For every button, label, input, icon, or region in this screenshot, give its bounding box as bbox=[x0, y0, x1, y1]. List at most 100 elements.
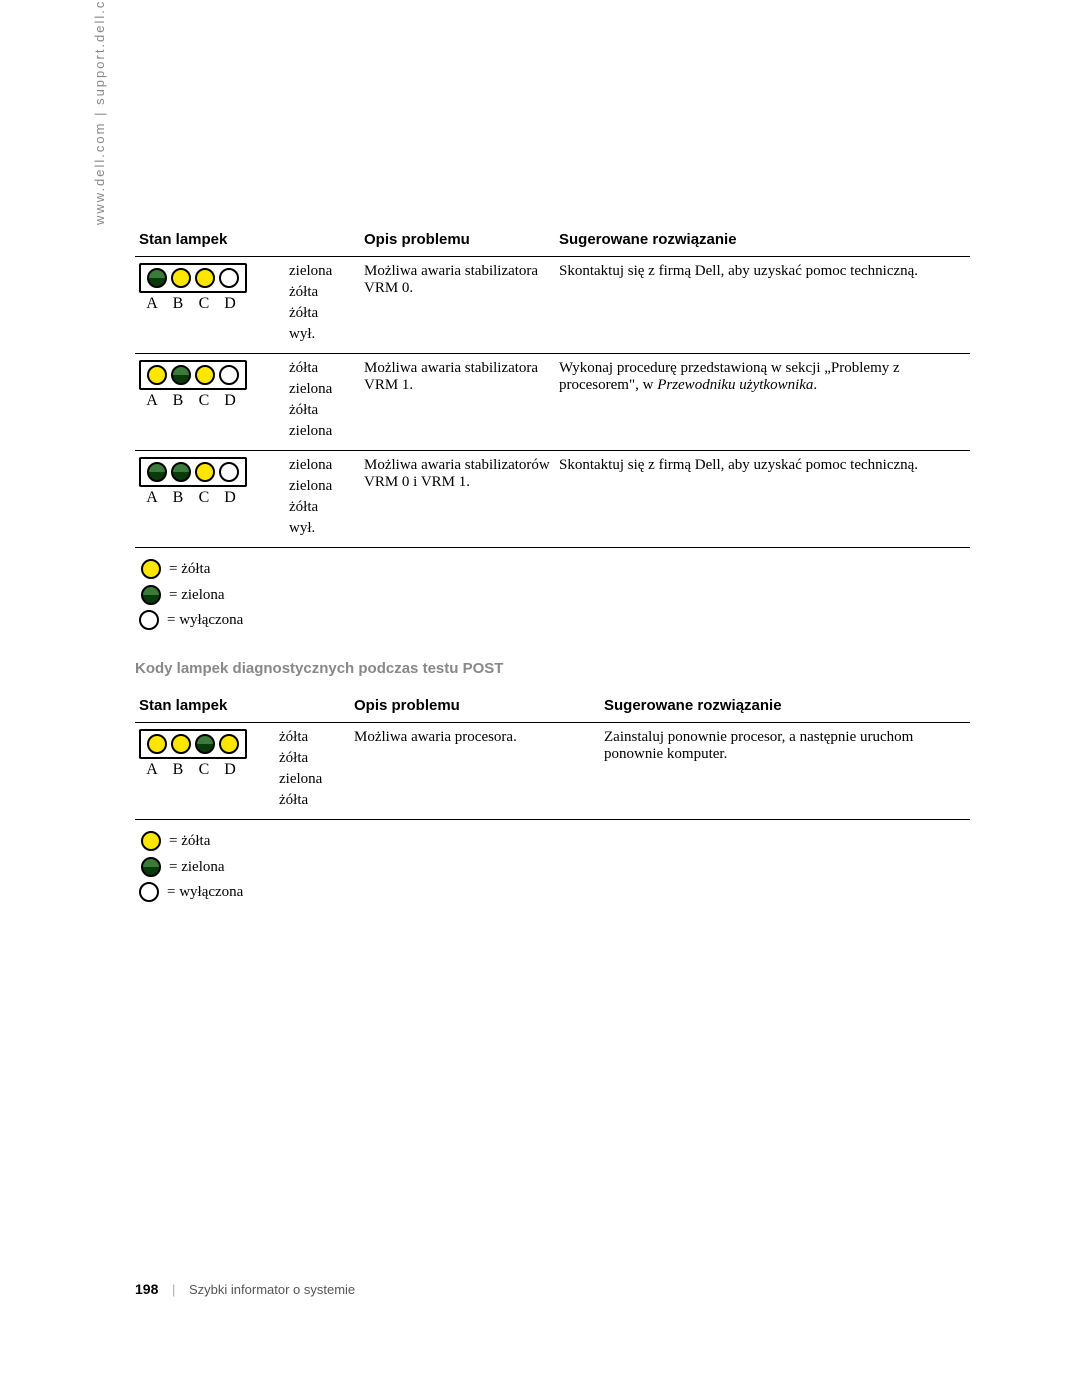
cell-states: żółta zielona żółta zielona bbox=[285, 354, 360, 451]
lamp-yellow bbox=[219, 734, 239, 754]
state-item: zielona bbox=[289, 457, 356, 474]
legend2-off-label: = wyłączona bbox=[167, 884, 243, 901]
th-solution: Sugerowane rozwiązanie bbox=[555, 225, 970, 257]
abcd-labels: ABCD bbox=[139, 295, 281, 313]
footer-sep: | bbox=[172, 1282, 175, 1297]
cell-solution: Skontaktuj się z firmą Dell, aby uzyskać… bbox=[555, 257, 970, 354]
abcd-labels: ABCD bbox=[139, 489, 281, 507]
label-a: A bbox=[139, 295, 165, 313]
lamp-box bbox=[139, 263, 247, 293]
diagnostic-table-1: Stan lampek Opis problemu Sugerowane roz… bbox=[135, 225, 970, 548]
page-number: 198 bbox=[135, 1281, 158, 1297]
lamp-yellow bbox=[147, 365, 167, 385]
legend-yellow-label: = żółta bbox=[169, 561, 210, 578]
state-item: żółta bbox=[289, 360, 356, 377]
state-item: zielona bbox=[279, 771, 346, 788]
state-list: żółta zielona żółta zielona bbox=[289, 360, 356, 440]
th2-pattern: Stan lampek bbox=[135, 691, 350, 723]
lamp-yellow bbox=[195, 365, 215, 385]
legend2-off: = wyłączona bbox=[139, 882, 970, 902]
lamp-green bbox=[195, 734, 215, 754]
cell-pattern: ABCD bbox=[135, 354, 285, 451]
cell-states: żółta żółta zielona żółta bbox=[275, 723, 350, 820]
label-d: D bbox=[217, 489, 243, 507]
abcd-labels: ABCD bbox=[139, 761, 271, 779]
th2-solution: Sugerowane rozwiązanie bbox=[600, 691, 970, 723]
label-c: C bbox=[191, 489, 217, 507]
legend-off-label: = wyłączona bbox=[167, 612, 243, 629]
label-c: C bbox=[191, 392, 217, 410]
state-item: wył. bbox=[289, 520, 356, 537]
legend2-yellow: = żółta bbox=[139, 830, 970, 852]
state-item: żółta bbox=[279, 792, 346, 809]
table-row: ABCDżółtazielonażółtazielonaMożliwa awar… bbox=[135, 354, 970, 451]
abcd-labels: ABCD bbox=[139, 392, 281, 410]
label-c: C bbox=[191, 295, 217, 313]
cell-pattern: ABCD bbox=[135, 257, 285, 354]
diagnostic-table-2: Stan lampek Opis problemu Sugerowane roz… bbox=[135, 691, 970, 820]
lamp-box bbox=[139, 457, 247, 487]
legend-yellow: = żółta bbox=[139, 558, 970, 580]
cell-solution: Skontaktuj się z firmą Dell, aby uzyskać… bbox=[555, 451, 970, 548]
lamp-off bbox=[219, 462, 239, 482]
footer-title: Szybki informator o systemie bbox=[189, 1282, 355, 1297]
lamp-green bbox=[147, 268, 167, 288]
state-item: żółta bbox=[289, 499, 356, 516]
table-row: ABCDżółtażółtazielonażółtaMożliwa awaria… bbox=[135, 723, 970, 820]
label-b: B bbox=[165, 489, 191, 507]
cell-desc: Możliwa awaria stabilizatora VRM 0. bbox=[360, 257, 555, 354]
page-content: Stan lampek Opis problemu Sugerowane roz… bbox=[0, 0, 1080, 902]
state-item: zielona bbox=[289, 263, 356, 280]
label-d: D bbox=[217, 392, 243, 410]
lamp-box bbox=[139, 360, 247, 390]
state-list: zielona żółta żółta wył. bbox=[289, 263, 356, 343]
state-item: żółta bbox=[279, 729, 346, 746]
label-c: C bbox=[191, 761, 217, 779]
lamp-yellow bbox=[195, 462, 215, 482]
cell-solution: Wykonaj procedurę przedstawioną w sekcji… bbox=[555, 354, 970, 451]
state-item: wył. bbox=[289, 326, 356, 343]
cell-desc: Możliwa awaria stabilizatorów VRM 0 i VR… bbox=[360, 451, 555, 548]
state-item: zielona bbox=[289, 423, 356, 440]
lamp-green bbox=[171, 365, 191, 385]
th-pattern: Stan lampek bbox=[135, 225, 360, 257]
lamp-yellow bbox=[171, 734, 191, 754]
state-item: żółta bbox=[289, 284, 356, 301]
table-row: ABCDzielonażółtażółtawył.Możliwa awaria … bbox=[135, 257, 970, 354]
cell-pattern: ABCD bbox=[135, 451, 285, 548]
section-2-title: Kody lampek diagnostycznych podczas test… bbox=[135, 660, 970, 677]
lamp-green bbox=[147, 462, 167, 482]
label-a: A bbox=[139, 392, 165, 410]
label-b: B bbox=[165, 295, 191, 313]
label-b: B bbox=[165, 761, 191, 779]
table-row: ABCDzielonazielonażółtawył.Możliwa awari… bbox=[135, 451, 970, 548]
label-a: A bbox=[139, 489, 165, 507]
state-item: zielona bbox=[289, 478, 356, 495]
lamp-yellow bbox=[195, 268, 215, 288]
state-item: żółta bbox=[279, 750, 346, 767]
lamp-green bbox=[171, 462, 191, 482]
legend-green-label: = zielona bbox=[169, 587, 225, 604]
state-item: zielona bbox=[289, 381, 356, 398]
lamp-off bbox=[219, 268, 239, 288]
cell-states: zielona zielona żółta wył. bbox=[285, 451, 360, 548]
cell-desc: Możliwa awaria procesora. bbox=[350, 723, 600, 820]
legend2-green-label: = zielona bbox=[169, 859, 225, 876]
cell-states: zielona żółta żółta wył. bbox=[285, 257, 360, 354]
legend-2: = żółta = zielona = wyłączona bbox=[139, 830, 970, 902]
legend-off: = wyłączona bbox=[139, 610, 970, 630]
legend2-yellow-label: = żółta bbox=[169, 833, 210, 850]
label-b: B bbox=[165, 392, 191, 410]
lamp-yellow bbox=[171, 268, 191, 288]
th2-desc: Opis problemu bbox=[350, 691, 600, 723]
state-item: żółta bbox=[289, 402, 356, 419]
cell-solution: Zainstaluj ponownie procesor, a następni… bbox=[600, 723, 970, 820]
th-desc: Opis problemu bbox=[360, 225, 555, 257]
state-item: żółta bbox=[289, 305, 356, 322]
label-d: D bbox=[217, 295, 243, 313]
lamp-off bbox=[219, 365, 239, 385]
label-d: D bbox=[217, 761, 243, 779]
state-list: żółta żółta zielona żółta bbox=[279, 729, 346, 809]
legend2-green: = zielona bbox=[139, 856, 970, 878]
label-a: A bbox=[139, 761, 165, 779]
